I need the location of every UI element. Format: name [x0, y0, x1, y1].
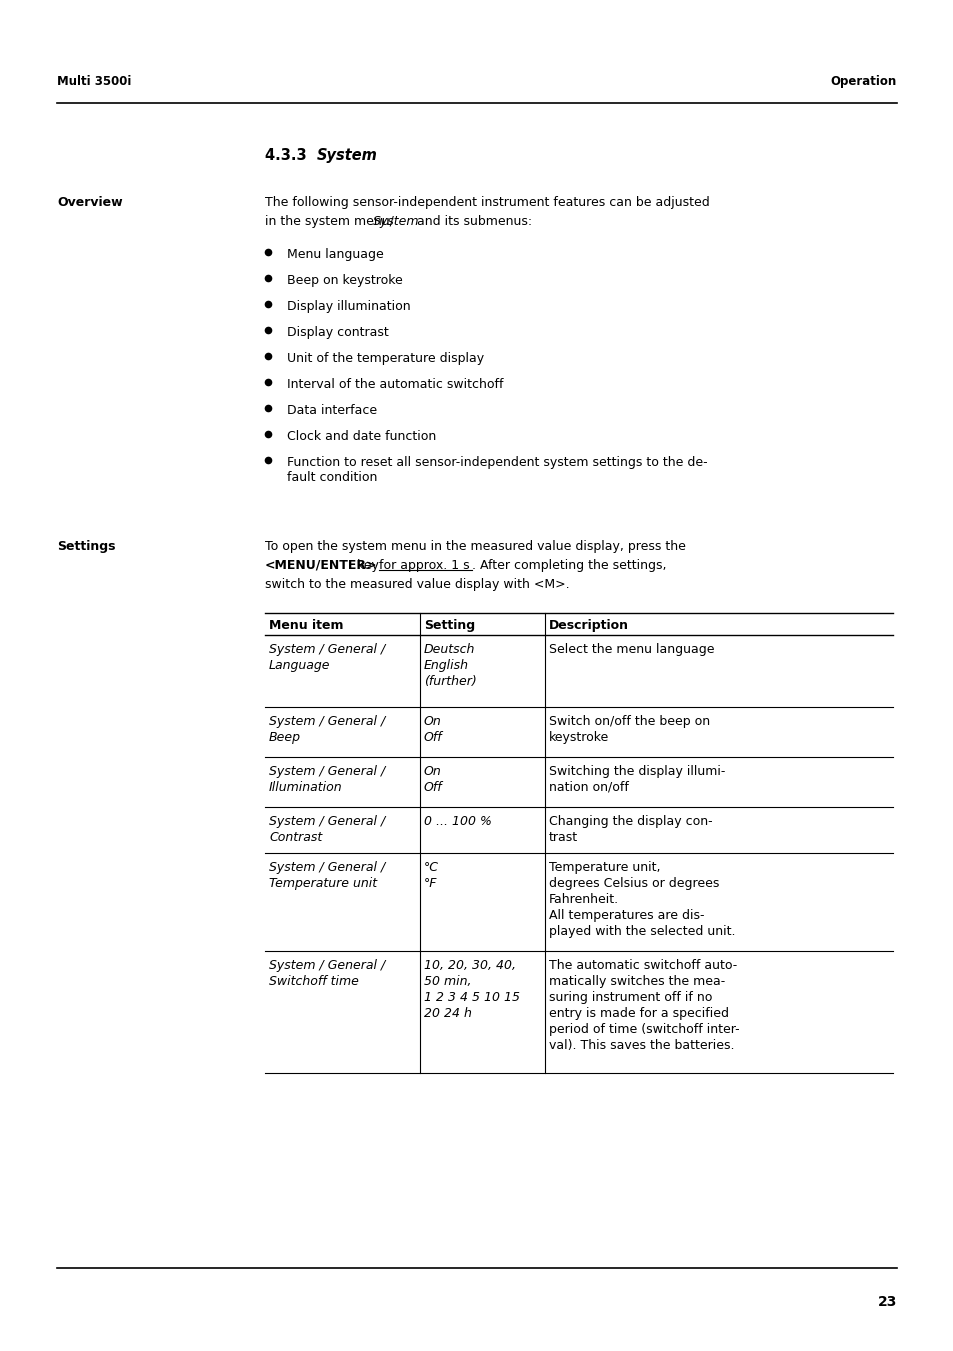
Text: Off: Off	[423, 731, 442, 744]
Text: The following sensor-independent instrument features can be adjusted: The following sensor-independent instrum…	[265, 196, 709, 209]
Text: Settings: Settings	[57, 540, 115, 553]
Text: Display illumination: Display illumination	[287, 300, 410, 313]
Text: Description: Description	[548, 619, 628, 632]
Text: 0 ... 100 %: 0 ... 100 %	[423, 815, 492, 828]
Text: System: System	[316, 149, 377, 163]
Text: key: key	[353, 559, 382, 571]
Text: °C: °C	[423, 861, 438, 874]
Text: Changing the display con-: Changing the display con-	[548, 815, 712, 828]
Text: Beep: Beep	[269, 731, 301, 744]
Text: The automatic switchoff auto-: The automatic switchoff auto-	[548, 959, 737, 971]
Text: Beep on keystroke: Beep on keystroke	[287, 274, 402, 286]
Text: val). This saves the batteries.: val). This saves the batteries.	[548, 1039, 734, 1052]
Text: nation on/off: nation on/off	[548, 781, 628, 794]
Text: Data interface: Data interface	[287, 404, 376, 417]
Text: trast: trast	[548, 831, 578, 844]
Text: Multi 3500i: Multi 3500i	[57, 76, 132, 88]
Text: System / General /: System / General /	[269, 959, 385, 971]
Text: . After completing the settings,: . After completing the settings,	[472, 559, 666, 571]
Text: matically switches the mea-: matically switches the mea-	[548, 975, 724, 988]
Text: Temperature unit,: Temperature unit,	[548, 861, 659, 874]
Text: Illumination: Illumination	[269, 781, 342, 794]
Text: Display contrast: Display contrast	[287, 326, 388, 339]
Text: System / General /: System / General /	[269, 861, 385, 874]
Text: played with the selected unit.: played with the selected unit.	[548, 925, 735, 938]
Text: To open the system menu in the measured value display, press the: To open the system menu in the measured …	[265, 540, 685, 553]
Text: entry is made for a specified: entry is made for a specified	[548, 1006, 728, 1020]
Text: fault condition: fault condition	[287, 471, 377, 484]
Text: System / General /: System / General /	[269, 815, 385, 828]
Text: (further): (further)	[423, 676, 476, 688]
Text: On: On	[423, 765, 441, 778]
Text: °F: °F	[423, 877, 437, 890]
Text: Deutsch: Deutsch	[423, 643, 475, 657]
Text: 20 24 h: 20 24 h	[423, 1006, 472, 1020]
Text: Fahrenheit.: Fahrenheit.	[548, 893, 618, 907]
Text: Clock and date function: Clock and date function	[287, 430, 436, 443]
Text: Switch on/off the beep on: Switch on/off the beep on	[548, 715, 709, 728]
Text: Menu item: Menu item	[269, 619, 343, 632]
Text: All temperatures are dis-: All temperatures are dis-	[548, 909, 703, 921]
Text: Interval of the automatic switchoff: Interval of the automatic switchoff	[287, 378, 503, 390]
Text: System / General /: System / General /	[269, 715, 385, 728]
Text: Select the menu language: Select the menu language	[548, 643, 714, 657]
Text: English: English	[423, 659, 469, 671]
Text: Overview: Overview	[57, 196, 123, 209]
Text: and its submenus:: and its submenus:	[413, 215, 532, 228]
Text: Menu language: Menu language	[287, 249, 383, 261]
Text: switch to the measured value display with <M>.: switch to the measured value display wit…	[265, 578, 569, 590]
Text: in the system menu/: in the system menu/	[265, 215, 394, 228]
Text: 4.3.3: 4.3.3	[265, 149, 322, 163]
Text: System: System	[373, 215, 419, 228]
Text: period of time (switchoff inter-: period of time (switchoff inter-	[548, 1023, 739, 1036]
Text: Temperature unit: Temperature unit	[269, 877, 376, 890]
Text: Language: Language	[269, 659, 330, 671]
Text: Switchoff time: Switchoff time	[269, 975, 358, 988]
Text: keystroke: keystroke	[548, 731, 609, 744]
Text: System / General /: System / General /	[269, 765, 385, 778]
Text: 23: 23	[877, 1296, 896, 1309]
Text: Operation: Operation	[830, 76, 896, 88]
Text: Function to reset all sensor-independent system settings to the de-: Function to reset all sensor-independent…	[287, 457, 707, 469]
Text: Unit of the temperature display: Unit of the temperature display	[287, 353, 483, 365]
Text: On: On	[423, 715, 441, 728]
Text: System / General /: System / General /	[269, 643, 385, 657]
Text: Switching the display illumi-: Switching the display illumi-	[548, 765, 724, 778]
Text: Contrast: Contrast	[269, 831, 322, 844]
Text: 10, 20, 30, 40,: 10, 20, 30, 40,	[423, 959, 516, 971]
Text: 50 min,: 50 min,	[423, 975, 471, 988]
Text: degrees Celsius or degrees: degrees Celsius or degrees	[548, 877, 719, 890]
Text: Setting: Setting	[423, 619, 475, 632]
Text: suring instrument off if no: suring instrument off if no	[548, 992, 712, 1004]
Text: Off: Off	[423, 781, 442, 794]
Text: 1 2 3 4 5 10 15: 1 2 3 4 5 10 15	[423, 992, 519, 1004]
Text: <MENU/ENTER>: <MENU/ENTER>	[265, 559, 377, 571]
Text: for approx. 1 s: for approx. 1 s	[378, 559, 469, 571]
